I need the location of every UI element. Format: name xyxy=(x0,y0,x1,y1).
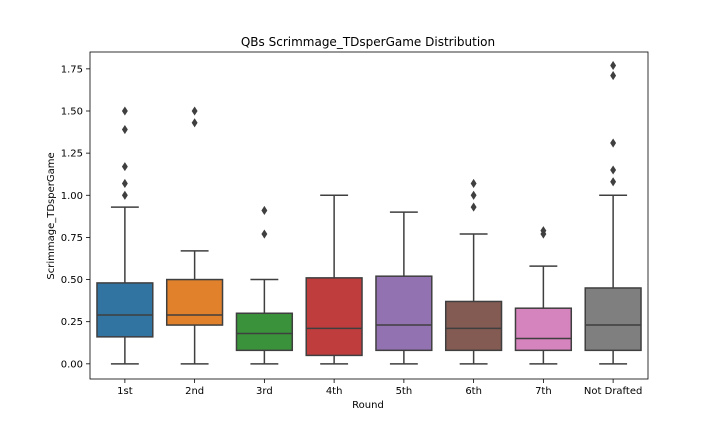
box-iqr xyxy=(235,312,294,352)
outlier-point xyxy=(191,106,198,116)
box-iqr xyxy=(375,275,433,352)
outlier-point xyxy=(261,229,268,239)
y-tick-label: 0.25 xyxy=(61,317,83,328)
box-iqr xyxy=(305,277,363,357)
box-iqr xyxy=(584,287,642,352)
box-iqr xyxy=(165,278,224,326)
y-tick-label: 0.50 xyxy=(61,275,83,286)
box-iqr xyxy=(444,300,503,352)
outlier-point xyxy=(121,190,128,200)
y-tick-label: 1.75 xyxy=(61,64,83,75)
outlier-point xyxy=(191,118,198,128)
x-tick-label: 7th xyxy=(535,386,552,397)
box-group-7th xyxy=(514,226,573,365)
box-group-5th xyxy=(375,211,433,365)
boxes-layer xyxy=(96,60,642,365)
x-axis-label: Round xyxy=(352,400,384,411)
y-axis-label: Scrimmage_TDsperGame xyxy=(46,152,57,279)
box-group-not-drafted xyxy=(584,60,642,365)
box-iqr xyxy=(514,307,573,352)
box-group-6th xyxy=(444,178,503,365)
outlier-point xyxy=(610,71,617,81)
outlier-point xyxy=(121,178,128,189)
outlier-point xyxy=(121,162,128,172)
outlier-point xyxy=(610,165,617,175)
x-tick-label: 3rd xyxy=(256,386,273,397)
y-tick-label: 1.25 xyxy=(61,149,83,160)
y-tick-label: 1.00 xyxy=(61,191,83,202)
plot-frame xyxy=(89,51,649,380)
y-tick-label: 0.75 xyxy=(61,233,83,244)
outlier-point xyxy=(610,177,617,187)
x-tick-label: 5th xyxy=(396,386,413,397)
x-tick-label: 6th xyxy=(465,386,482,397)
y-tick-label: 0.00 xyxy=(61,359,83,370)
x-tick-label: Not Drafted xyxy=(584,386,642,397)
x-tick-label: 2nd xyxy=(185,386,204,397)
chart-title: QBs Scrimmage_TDsperGame Distribution xyxy=(241,35,495,49)
outlier-point xyxy=(121,124,128,135)
box-group-4th xyxy=(305,194,363,365)
x-tick-label: 4th xyxy=(326,386,343,397)
outlier-point xyxy=(610,138,617,148)
box-group-1st xyxy=(96,106,154,365)
box-group-3rd xyxy=(235,205,294,365)
outlier-point xyxy=(261,205,268,215)
x-tick-label: 1st xyxy=(117,386,133,397)
y-tick-label: 1.50 xyxy=(61,106,83,117)
x-axis: 1st 2nd 3rd 4th 5th 6th 7th Not Drafted xyxy=(117,379,642,397)
outlier-point xyxy=(470,178,477,189)
box-iqr xyxy=(96,282,154,338)
outlier-point xyxy=(121,106,128,116)
outlier-point xyxy=(610,60,617,71)
y-axis: 0.00 0.25 0.50 0.75 1.00 1.25 1.50 1.75 xyxy=(61,64,90,370)
outlier-point xyxy=(470,190,477,200)
box-group-2nd xyxy=(165,106,224,365)
outlier-point xyxy=(540,226,547,236)
outlier-point xyxy=(470,202,477,212)
